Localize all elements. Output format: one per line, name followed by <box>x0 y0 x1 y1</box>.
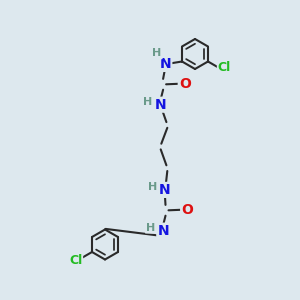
Text: H: H <box>146 223 155 233</box>
Text: Cl: Cl <box>218 61 231 74</box>
Text: O: O <box>181 203 193 217</box>
Text: O: O <box>179 77 190 91</box>
Text: N: N <box>157 224 169 238</box>
Text: H: H <box>148 182 157 192</box>
Text: Cl: Cl <box>69 254 82 267</box>
Text: H: H <box>143 97 153 107</box>
Text: H: H <box>152 48 162 59</box>
Text: N: N <box>159 183 171 197</box>
Text: N: N <box>155 98 167 112</box>
Text: N: N <box>160 57 171 71</box>
